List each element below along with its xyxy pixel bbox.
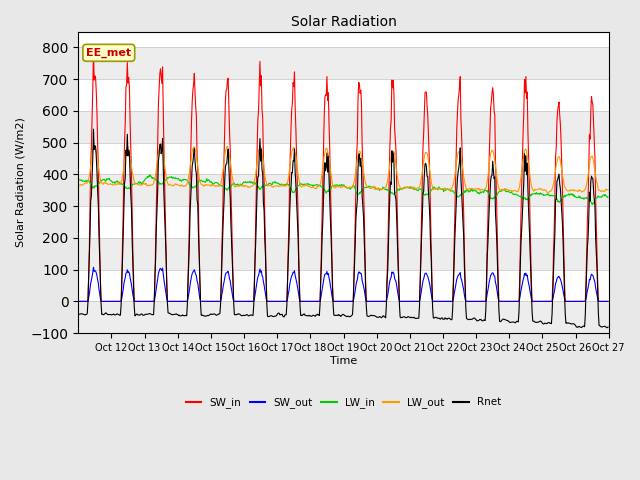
Legend: SW_in, SW_out, LW_in, LW_out, Rnet: SW_in, SW_out, LW_in, LW_out, Rnet xyxy=(182,393,506,412)
LW_out xyxy=(604,187,612,193)
LW_out xyxy=(544,190,552,196)
SW_in xyxy=(398,299,406,304)
Rnet xyxy=(261,236,269,242)
Rnet xyxy=(398,315,406,321)
X-axis label: Time: Time xyxy=(330,356,357,366)
SW_in xyxy=(261,212,269,218)
LW_out xyxy=(398,186,406,192)
Rnet xyxy=(235,311,243,316)
SW_in xyxy=(90,47,97,52)
Line: LW_out: LW_out xyxy=(78,144,608,193)
LW_in xyxy=(604,194,612,200)
LW_in xyxy=(74,177,82,183)
Rnet xyxy=(138,312,145,317)
SW_out xyxy=(261,287,269,293)
SW_out xyxy=(398,299,406,304)
Title: Solar Radiation: Solar Radiation xyxy=(291,15,396,29)
Rnet xyxy=(281,312,289,318)
LW_out xyxy=(261,171,269,177)
LW_in xyxy=(147,172,154,178)
SW_out xyxy=(138,299,145,304)
LW_in xyxy=(281,181,289,187)
Bar xyxy=(78,301,609,333)
Rnet xyxy=(90,126,97,132)
SW_in xyxy=(281,299,289,304)
SW_out xyxy=(281,299,289,304)
SW_out xyxy=(428,296,436,301)
LW_out xyxy=(74,181,82,187)
SW_in xyxy=(235,299,243,304)
Line: SW_out: SW_out xyxy=(78,267,608,301)
Bar xyxy=(78,111,609,143)
Line: LW_in: LW_in xyxy=(78,175,608,204)
LW_out xyxy=(428,182,436,188)
SW_out xyxy=(74,299,82,304)
SW_out xyxy=(235,299,243,304)
LW_out xyxy=(157,141,164,146)
LW_out xyxy=(235,183,243,189)
Text: EE_met: EE_met xyxy=(86,48,131,58)
Line: SW_in: SW_in xyxy=(78,49,608,301)
LW_in xyxy=(588,202,596,207)
SW_in xyxy=(604,299,612,304)
SW_out xyxy=(604,299,612,304)
LW_in xyxy=(136,180,144,185)
SW_in xyxy=(138,299,145,304)
LW_out xyxy=(281,182,289,188)
Rnet xyxy=(604,324,612,330)
SW_out xyxy=(90,264,97,270)
LW_in xyxy=(235,182,243,188)
LW_in xyxy=(261,183,269,189)
Rnet xyxy=(74,311,82,317)
SW_in xyxy=(74,299,82,304)
Bar xyxy=(78,238,609,270)
LW_out xyxy=(136,182,144,188)
Y-axis label: Solar Radiation (W/m2): Solar Radiation (W/m2) xyxy=(15,118,25,247)
SW_in xyxy=(428,276,436,282)
Rnet xyxy=(603,325,611,331)
LW_in xyxy=(428,187,436,192)
Bar xyxy=(78,48,609,79)
Rnet xyxy=(428,284,436,290)
Bar xyxy=(78,174,609,206)
Line: Rnet: Rnet xyxy=(78,129,608,328)
LW_in xyxy=(398,186,406,192)
